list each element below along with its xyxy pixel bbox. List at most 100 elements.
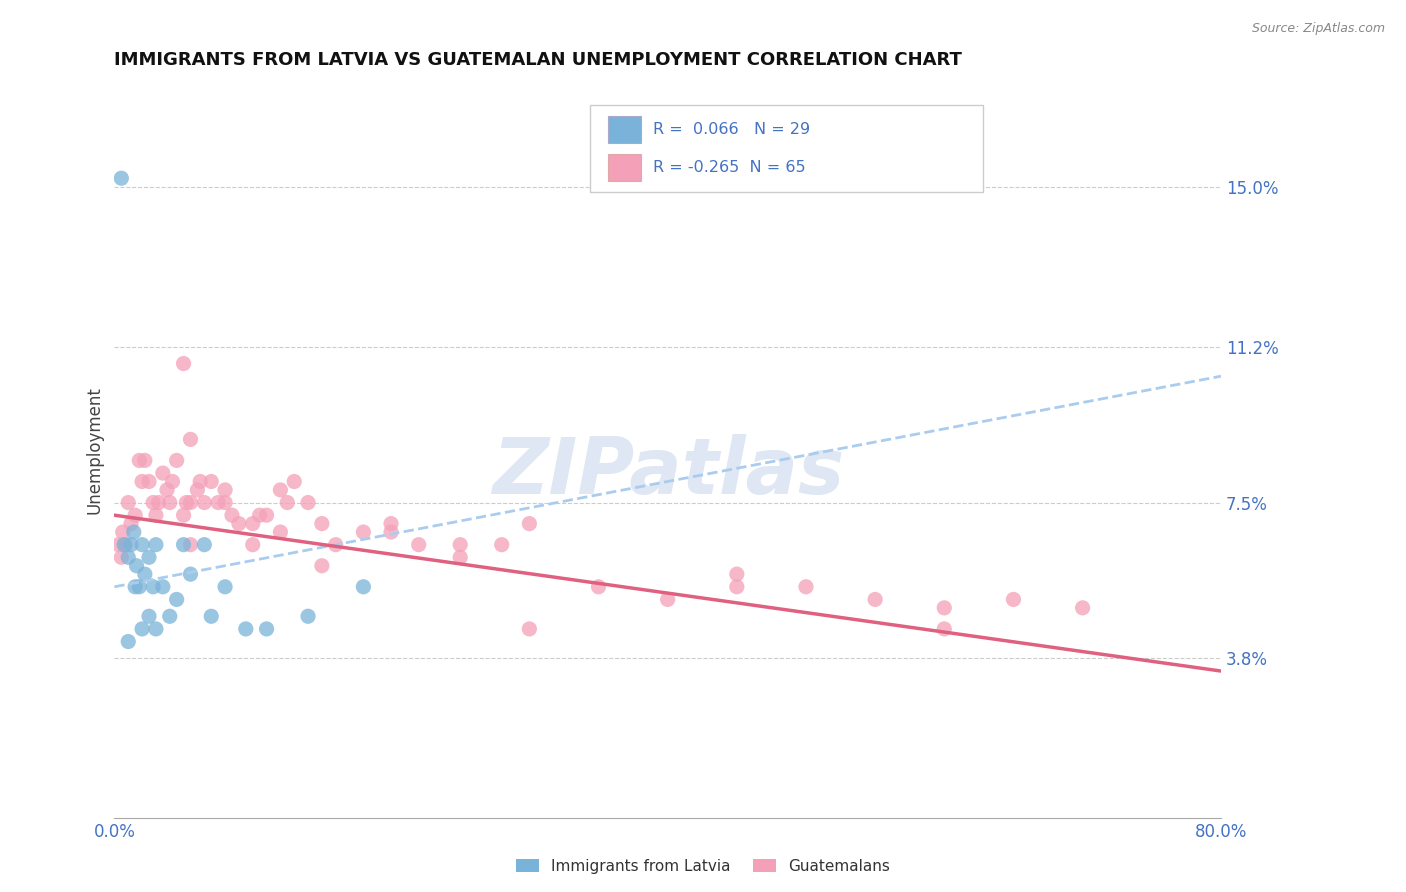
Point [134,567,156,582]
Point [934,622,956,636]
Point [221,508,243,523]
Point [159,609,181,624]
Point [380,516,402,531]
Point [120,516,142,531]
Point [152,466,174,480]
Point [138,609,160,624]
Point [166,453,188,467]
Point [148,495,170,509]
Point [311,516,333,531]
Point [128,453,150,467]
Point [117,550,139,565]
Point [228,516,250,531]
Point [179,495,201,509]
Point [117,634,139,648]
Point [297,609,319,624]
Point [107,538,129,552]
Point [269,483,291,497]
Point [138,475,160,489]
Point [276,495,298,509]
Point [110,171,132,186]
Point [131,475,153,489]
Point [173,508,195,523]
Point [311,558,333,573]
Point [269,524,291,539]
Text: Source: ZipAtlas.com: Source: ZipAtlas.com [1251,22,1385,36]
Point [125,558,148,573]
Point [131,538,153,552]
Point [111,524,134,539]
Point [131,622,153,636]
Point [156,483,179,497]
Point [142,495,165,509]
Text: R =  0.066   N = 29: R = 0.066 N = 29 [654,122,810,136]
Point [162,475,184,489]
Point [449,550,471,565]
Point [110,550,132,565]
Point [249,508,271,523]
Point [256,508,278,523]
Point [193,538,215,552]
Point [352,524,374,539]
Point [124,580,146,594]
FancyBboxPatch shape [607,116,641,143]
Point [145,622,167,636]
Point [517,622,540,636]
Point [188,475,211,489]
Y-axis label: Unemployment: Unemployment [86,386,103,514]
Point [380,524,402,539]
Point [152,580,174,594]
Point [725,567,748,582]
Point [145,508,167,523]
Point [283,475,305,489]
Point [1071,600,1094,615]
Point [134,453,156,467]
Point [200,475,222,489]
Point [193,495,215,509]
Point [794,580,817,594]
Point [256,622,278,636]
Point [128,580,150,594]
Point [242,516,264,531]
Point [145,538,167,552]
FancyBboxPatch shape [607,154,641,181]
Point [112,538,135,552]
Point [242,538,264,552]
Point [207,495,229,509]
Point [173,538,195,552]
Point [214,483,236,497]
Point [179,538,201,552]
Point [122,524,145,539]
Point [325,538,347,552]
Point [200,609,222,624]
Point [166,592,188,607]
Point [1002,592,1025,607]
Point [491,538,513,552]
Point [120,538,142,552]
Text: R = -0.265  N = 65: R = -0.265 N = 65 [654,160,806,175]
Point [408,538,430,552]
Text: ZIPatlas: ZIPatlas [492,434,844,510]
Point [186,483,208,497]
Point [725,580,748,594]
Point [176,495,198,509]
Point [588,580,610,594]
Point [449,538,471,552]
Point [657,592,679,607]
Point [214,495,236,509]
Point [124,508,146,523]
Point [138,550,160,565]
Point [517,516,540,531]
Point [179,433,201,447]
Point [352,580,374,594]
Point [214,580,236,594]
FancyBboxPatch shape [591,105,983,192]
Point [235,622,257,636]
Point [863,592,886,607]
Point [934,600,956,615]
Point [117,495,139,509]
Text: IMMIGRANTS FROM LATVIA VS GUATEMALAN UNEMPLOYMENT CORRELATION CHART: IMMIGRANTS FROM LATVIA VS GUATEMALAN UNE… [114,51,962,69]
Point [159,495,181,509]
Point [114,538,136,552]
Point [173,357,195,371]
